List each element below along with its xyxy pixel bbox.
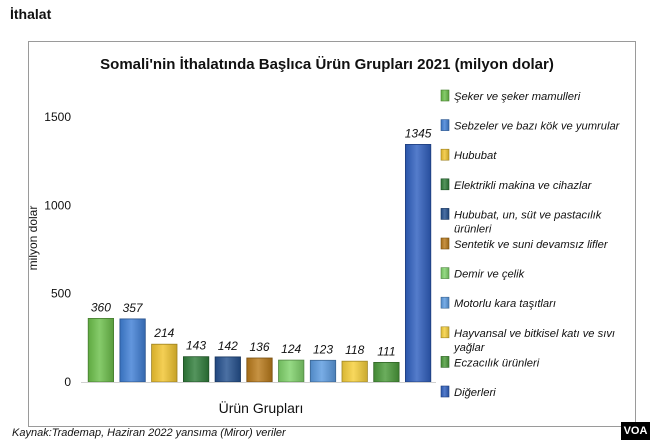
bar-value-label: 357 xyxy=(123,301,144,315)
bar-chart: Somali'nin İthalatında Başlıca Ürün Grup… xyxy=(29,56,621,416)
legend-label: Demir ve çelik xyxy=(454,269,526,281)
bar-value-label: 136 xyxy=(249,340,269,354)
legend-label: Diğerleri xyxy=(454,387,496,399)
bar-value-label: 143 xyxy=(186,339,206,353)
chart-title: Somali'nin İthalatında Başlıca Ürün Grup… xyxy=(100,56,554,73)
legend-swatch xyxy=(440,208,450,220)
x-axis-label: Ürün Grupları xyxy=(219,399,304,416)
bar xyxy=(373,361,400,383)
y-axis-ticks: 0 500 1000 1500 xyxy=(44,110,71,389)
bar-value-label: 123 xyxy=(313,342,333,356)
bar-value-label: 124 xyxy=(281,342,301,356)
voa-logo: VOA xyxy=(621,422,650,440)
bar xyxy=(182,356,210,383)
bar xyxy=(246,357,273,383)
legend-label: Motorlu kara taşıtları xyxy=(454,298,556,310)
bar-value-label: 142 xyxy=(218,339,238,353)
legend-swatch xyxy=(440,89,450,102)
bar xyxy=(151,343,178,383)
legend-label: Şeker ve şeker mamulleri xyxy=(454,91,581,103)
bar xyxy=(278,359,305,383)
legend-label: Eczacılık ürünleri xyxy=(454,357,540,369)
bar-value-label: 111 xyxy=(377,344,395,358)
y-tick-label: 1500 xyxy=(44,110,71,124)
bar xyxy=(341,360,368,383)
legend-swatch xyxy=(440,267,450,279)
legend-swatch xyxy=(440,385,450,398)
legend: Şeker ve şeker mamulleri Sebzeler ve bazı… xyxy=(440,89,621,399)
bar-value-label: 360 xyxy=(91,300,111,314)
y-axis-label: milyon dolar xyxy=(29,206,40,271)
legend-label: Hububat xyxy=(454,150,497,162)
source-caption: Kaynak:Trademap, Haziran 2022 yansıma (M… xyxy=(12,427,286,439)
y-tick-label: 500 xyxy=(51,287,71,301)
bar xyxy=(309,359,337,383)
legend-label: Sentetik ve suni devamsız lifler xyxy=(454,239,609,251)
legend-label: Hayvansal ve bitkisel katı ve sıvı yağlar xyxy=(453,328,615,354)
legend-swatch xyxy=(440,148,450,161)
bar xyxy=(87,317,115,383)
page-heading: İthalat xyxy=(10,6,52,22)
y-tick-label: 0 xyxy=(64,375,71,389)
bar xyxy=(119,318,146,383)
bar xyxy=(214,356,241,383)
legend-label: Elektrikli makina ve cihazlar xyxy=(454,180,593,192)
bar-value-label: 1345 xyxy=(405,126,432,140)
legend-swatch xyxy=(440,178,450,191)
legend-swatch xyxy=(440,356,450,368)
chart-frame: Somali'nin İthalatında Başlıca Ürün Grup… xyxy=(28,41,636,427)
legend-swatch xyxy=(440,326,450,339)
legend-swatch xyxy=(440,296,450,309)
bar-value-labels: 360 357 214 143 142 136 124 123 118 111 1345 xyxy=(91,126,432,358)
bar-value-label: 118 xyxy=(345,343,364,357)
bar-value-label: 214 xyxy=(153,326,174,340)
bars xyxy=(81,144,436,383)
bar xyxy=(404,144,432,383)
legend-label: Sebzeler ve bazı kök ve yumrular xyxy=(454,121,621,133)
legend-swatch xyxy=(440,119,450,131)
legend-swatch xyxy=(440,237,450,250)
legend-label: Hububat, un, süt ve pastacılık ürünleri xyxy=(454,209,603,235)
y-tick-label: 1000 xyxy=(44,198,71,212)
